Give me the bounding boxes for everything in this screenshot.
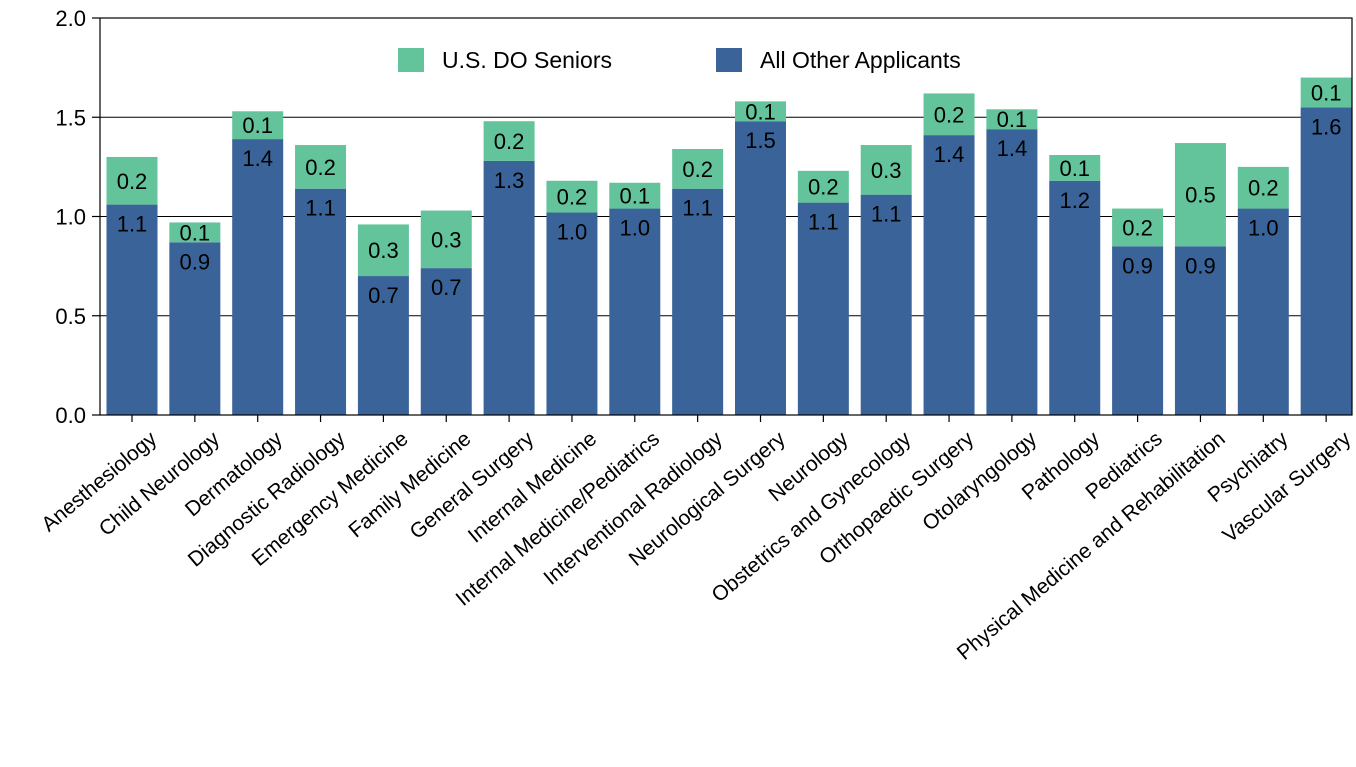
bar-all-other-applicants — [295, 188, 347, 415]
bar-us-do-seniors — [1237, 166, 1289, 209]
bar-us-do-seniors — [735, 101, 786, 122]
bar-us-do-seniors — [986, 109, 1038, 130]
plot-frame — [99, 17, 1353, 416]
bar-all-other-applicants — [672, 188, 724, 415]
data-label-all-other-applicants: 1.2 — [1059, 188, 1090, 213]
bar-all-other-applicants — [1174, 246, 1226, 415]
data-label-all-other-applicants: 0.7 — [368, 283, 399, 308]
bar-us-do-seniors — [295, 145, 347, 189]
data-label-all-other-applicants: 1.5 — [745, 128, 776, 153]
data-label-us-do-seniors: 0.3 — [871, 158, 902, 183]
data-label-all-other-applicants: 0.9 — [180, 249, 211, 274]
bar-us-do-seniors — [1300, 77, 1352, 108]
gridlines — [100, 17, 1352, 416]
data-label-us-do-seniors: 0.5 — [1185, 183, 1216, 208]
data-label-all-other-applicants: 1.4 — [242, 146, 273, 171]
bar-all-other-applicants — [357, 276, 409, 415]
legend: U.S. DO Seniors All Other Applicants — [398, 47, 961, 73]
bar-all-other-applicants — [1300, 107, 1352, 415]
bar-all-other-applicants — [106, 204, 158, 415]
bar-all-other-applicants — [483, 160, 535, 415]
data-label-all-other-applicants: 1.0 — [1248, 216, 1279, 241]
data-label-us-do-seniors: 0.1 — [997, 107, 1028, 132]
data-label-all-other-applicants: 1.1 — [808, 210, 839, 235]
data-label-all-other-applicants: 1.4 — [934, 142, 965, 167]
data-label-all-other-applicants: 1.4 — [997, 136, 1028, 161]
data-label-us-do-seniors: 0.1 — [242, 113, 273, 138]
data-label-us-do-seniors: 0.1 — [620, 184, 651, 209]
y-tick-label: 1.5 — [55, 105, 86, 130]
data-label-all-other-applicants: 1.1 — [682, 196, 713, 221]
bar-all-other-applicants — [797, 202, 849, 415]
data-label-us-do-seniors: 0.2 — [808, 175, 839, 200]
bar-us-do-seniors — [420, 210, 472, 269]
bar-all-other-applicants — [420, 268, 472, 415]
data-label-all-other-applicants: 0.9 — [1122, 253, 1153, 278]
y-tick-label: 1.0 — [55, 205, 86, 230]
bar-us-do-seniors — [923, 93, 975, 136]
data-label-us-do-seniors: 0.2 — [1248, 176, 1279, 201]
data-label-all-other-applicants: 1.0 — [557, 220, 588, 245]
bar-us-do-seniors — [357, 224, 409, 277]
bar-all-other-applicants — [860, 194, 912, 415]
data-label-all-other-applicants: 1.3 — [494, 168, 525, 193]
bar-all-other-applicants — [546, 212, 598, 415]
data-label-us-do-seniors: 0.1 — [1059, 156, 1090, 181]
bar-us-do-seniors — [797, 170, 849, 203]
data-label-us-do-seniors: 0.1 — [745, 99, 776, 124]
bar-us-do-seniors — [546, 180, 598, 213]
data-label-all-other-applicants: 1.6 — [1311, 114, 1342, 139]
data-label-all-other-applicants: 1.1 — [117, 212, 148, 237]
bar-all-other-applicants — [735, 121, 786, 415]
bar-all-other-applicants — [1237, 208, 1289, 415]
bar-all-other-applicants — [1112, 246, 1164, 415]
bar-us-do-seniors — [106, 156, 158, 205]
data-label-all-other-applicants: 0.7 — [431, 275, 462, 300]
bars — [106, 77, 1352, 416]
bar-us-do-seniors — [1112, 208, 1164, 247]
bar-us-do-seniors — [1049, 154, 1101, 181]
bar-all-other-applicants — [986, 129, 1038, 415]
data-label-us-do-seniors: 0.3 — [431, 227, 462, 252]
bar-all-other-applicants — [609, 208, 661, 415]
data-label-us-do-seniors: 0.2 — [682, 157, 713, 182]
bar-us-do-seniors — [609, 182, 661, 209]
data-label-us-do-seniors: 0.2 — [557, 185, 588, 210]
y-tick-label: 2.0 — [55, 6, 86, 31]
data-label-all-other-applicants: 1.1 — [305, 196, 336, 221]
data-label-us-do-seniors: 0.2 — [494, 129, 525, 154]
legend-label: U.S. DO Seniors — [442, 47, 612, 73]
data-label-all-other-applicants: 0.9 — [1185, 253, 1216, 278]
data-label-all-other-applicants: 1.0 — [620, 216, 651, 241]
data-labels: 0.2 1.1 0.1 0.9 0.1 1.4 0.2 1.1 0.3 0.7 0.3 0.7 0.2 1… — [117, 80, 1342, 308]
category-label: Otolaryngology — [918, 427, 1041, 536]
bar-us-do-seniors — [672, 149, 724, 189]
data-label-us-do-seniors: 0.1 — [1311, 80, 1342, 105]
data-label-us-do-seniors: 0.3 — [368, 238, 399, 263]
data-label-us-do-seniors: 0.2 — [934, 102, 965, 127]
bar-all-other-applicants — [169, 242, 221, 415]
data-label-all-other-applicants: 1.1 — [871, 202, 902, 227]
bar-us-do-seniors — [860, 145, 912, 195]
y-axis-ticks: 0.0 0.5 1.0 1.5 2.0 — [55, 6, 100, 428]
bar-us-do-seniors — [483, 121, 535, 161]
bar-all-other-applicants — [232, 139, 284, 415]
bar-us-do-seniors — [169, 222, 221, 243]
bar-all-other-applicants — [923, 135, 975, 416]
y-tick-label: 0.5 — [55, 304, 86, 329]
data-label-us-do-seniors: 0.2 — [117, 169, 148, 194]
bar-all-other-applicants — [1049, 180, 1101, 415]
y-tick-label: 0.0 — [55, 403, 86, 428]
data-label-us-do-seniors: 0.2 — [1122, 215, 1153, 240]
data-label-us-do-seniors: 0.1 — [180, 220, 211, 245]
bar-us-do-seniors — [1174, 143, 1226, 247]
legend-swatch — [398, 48, 424, 72]
bar-us-do-seniors — [232, 111, 284, 140]
legend-label: All Other Applicants — [760, 47, 961, 73]
legend-swatch — [716, 48, 742, 72]
data-label-us-do-seniors: 0.2 — [305, 155, 336, 180]
